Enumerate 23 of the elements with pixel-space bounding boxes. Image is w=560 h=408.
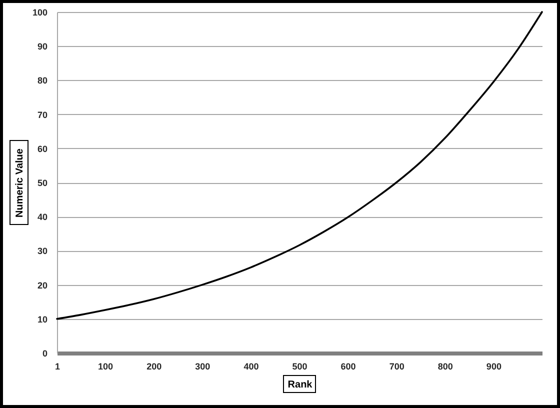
y-axis-title: Numeric Value: [14, 148, 26, 218]
x-tick-label: 500: [292, 362, 308, 372]
x-tick-label: 100: [98, 362, 114, 372]
x-tick-label: 1: [54, 362, 60, 372]
x-tick-label: 900: [486, 362, 502, 372]
y-tick-label: 90: [37, 42, 48, 52]
y-tick-label: 30: [37, 246, 48, 256]
x-tick-label: 800: [438, 362, 453, 372]
x-tick-label: 200: [146, 362, 162, 372]
x-tick-label: 300: [195, 362, 210, 372]
x-axis-title: Rank: [288, 380, 313, 390]
y-tick-label: 40: [37, 212, 48, 222]
x-tick-label: 600: [340, 362, 356, 372]
y-tick-label: 80: [37, 76, 48, 86]
y-tick-label: 100: [32, 8, 48, 18]
y-tick-label: 70: [37, 110, 48, 120]
y-tick-label: 50: [37, 178, 48, 188]
y-tick-label: 20: [37, 280, 48, 290]
y-tick-label: 60: [37, 144, 48, 154]
x-tick-label: 400: [244, 362, 259, 372]
x-tick-label: 700: [389, 362, 404, 372]
y-tick-label: 10: [37, 314, 48, 324]
y-tick-label: 0: [42, 348, 48, 358]
